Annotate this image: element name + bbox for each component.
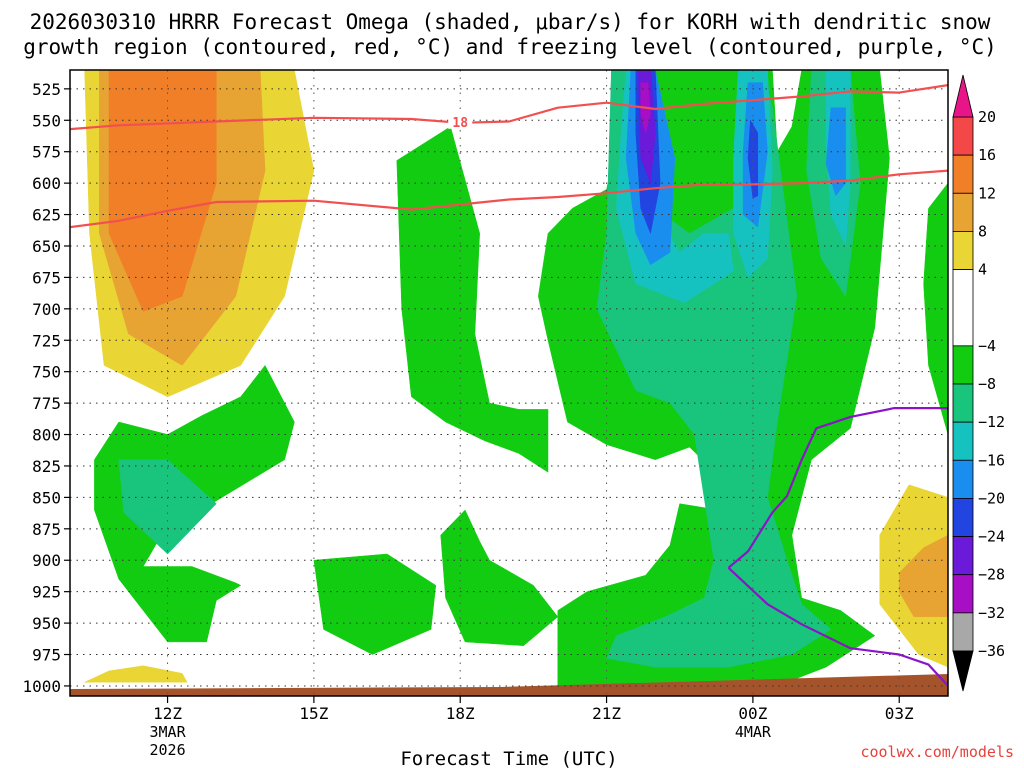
omega-region-3 (84, 665, 188, 683)
y-tick-label-600: 600 (32, 174, 61, 193)
y-tick-label-1000: 1000 (22, 677, 61, 696)
plot-frame (69, 69, 949, 697)
x-tick-label-21Z: 21Z (592, 704, 621, 723)
colorbar-label-9: −20 (978, 489, 1005, 507)
colorbar-label-8: −16 (978, 451, 1005, 469)
y-tick-label-850: 850 (32, 488, 61, 507)
colorbar-band-8 (952, 459, 974, 499)
colorbar-label-6: −8 (978, 375, 996, 393)
y-tick-label-800: 800 (32, 426, 61, 445)
colorbar: 20 16 12 8 4 −4 −8 −12 −16 −20 −24 −28 −32 −36 (952, 74, 1005, 692)
credit-text: coolwx.com/models (860, 743, 1014, 761)
x-axis-label: Forecast Time (UTC) (400, 748, 617, 768)
y-tick-label-825: 825 (32, 457, 61, 476)
omega-region-5 (898, 534, 948, 618)
terrain-layer (70, 674, 948, 696)
colorbar-band-9 (952, 498, 974, 537)
iso-label-background (448, 114, 473, 129)
colorbar-band-4 (952, 269, 974, 347)
colorbar-label-1: 16 (978, 146, 996, 164)
omega-region-10 (440, 509, 559, 646)
omega-region-8 (313, 553, 437, 655)
colorbar-label-3: 8 (978, 222, 987, 240)
terrain-fill (70, 674, 948, 696)
y-tick-label-550: 550 (32, 111, 61, 130)
x-tick-label-12Z: 12Z (153, 704, 182, 723)
colorbar-band-12 (952, 612, 974, 652)
omega-shaded-layer (84, 70, 948, 696)
y-tick-label-625: 625 (32, 206, 61, 225)
y-tick-label-775: 775 (32, 394, 61, 413)
chart-title-line-2: growth region (contoured, red, °C) and f… (23, 35, 997, 59)
omega-region-22 (747, 119, 759, 199)
colorbar-band-3 (952, 231, 974, 270)
omega-region-7 (118, 459, 217, 555)
y-tick-label-650: 650 (32, 237, 61, 256)
colorbar-label-13: −36 (978, 642, 1005, 660)
dgz-isotherm-label: 18 (452, 116, 468, 131)
colorbar-label-2: 12 (978, 184, 996, 202)
y-tick-label-675: 675 (32, 268, 61, 287)
colorbar-label-10: −24 (978, 528, 1005, 546)
x-tick-sublabel-12Z-0: 3MAR (149, 723, 186, 741)
x-tick-sublabel-12Z-1: 2026 (149, 741, 185, 759)
contour-layer: 18 (70, 84, 948, 687)
colorbar-over-arrow (952, 74, 974, 118)
y-tick-label-750: 750 (32, 363, 61, 382)
y-tick-label-525: 525 (32, 80, 61, 99)
freezing-level-line-lower (727, 566, 948, 687)
omega-region-20 (825, 107, 846, 197)
colorbar-label-0: 20 (978, 108, 996, 126)
freezing-level-line (727, 407, 948, 569)
x-tick-label-18Z: 18Z (446, 704, 475, 723)
chart-title-line-1: 2026030310 HRRR Forecast Omega (shaded, … (30, 10, 991, 34)
omega-region-2 (108, 70, 217, 312)
colorbar-band-11 (952, 574, 974, 614)
colorbar-band-5 (952, 345, 974, 385)
colorbar-band-6 (952, 383, 974, 423)
colorbar-band-10 (952, 536, 974, 576)
colorbar-label-4: 4 (978, 261, 987, 279)
y-tick-label-900: 900 (32, 551, 61, 570)
colorbar-band-2 (952, 192, 974, 232)
y-axis: 525 550 575 600 625 650 675 700 725 750 775 800 825 8… (22, 80, 70, 696)
omega-region-9 (396, 126, 549, 473)
colorbar-under-arrow (952, 650, 974, 692)
dgz-isotherm-0 (70, 84, 948, 131)
y-tick-label-975: 975 (32, 646, 61, 665)
colorbar-label-12: −32 (978, 604, 1005, 622)
colorbar-band-7 (952, 421, 974, 461)
colorbar-label-5: −4 (978, 337, 996, 355)
x-tick-sublabel-00Z-0: 4MAR (735, 723, 772, 741)
colorbar-label-11: −28 (978, 566, 1005, 584)
colorbar-band-0 (952, 116, 974, 156)
colorbar-label-7: −12 (978, 413, 1005, 431)
y-tick-label-725: 725 (32, 331, 61, 350)
y-tick-label-575: 575 (32, 143, 61, 162)
y-tick-label-950: 950 (32, 614, 61, 633)
y-tick-label-925: 925 (32, 583, 61, 602)
y-tick-label-700: 700 (32, 300, 61, 319)
colorbar-band-1 (952, 154, 974, 194)
x-tick-label-03Z: 03Z (885, 704, 914, 723)
x-tick-label-15Z: 15Z (299, 704, 328, 723)
y-tick-label-875: 875 (32, 520, 61, 539)
dgz-isotherm-1 (70, 169, 948, 229)
x-tick-label-00Z: 00Z (738, 704, 767, 723)
